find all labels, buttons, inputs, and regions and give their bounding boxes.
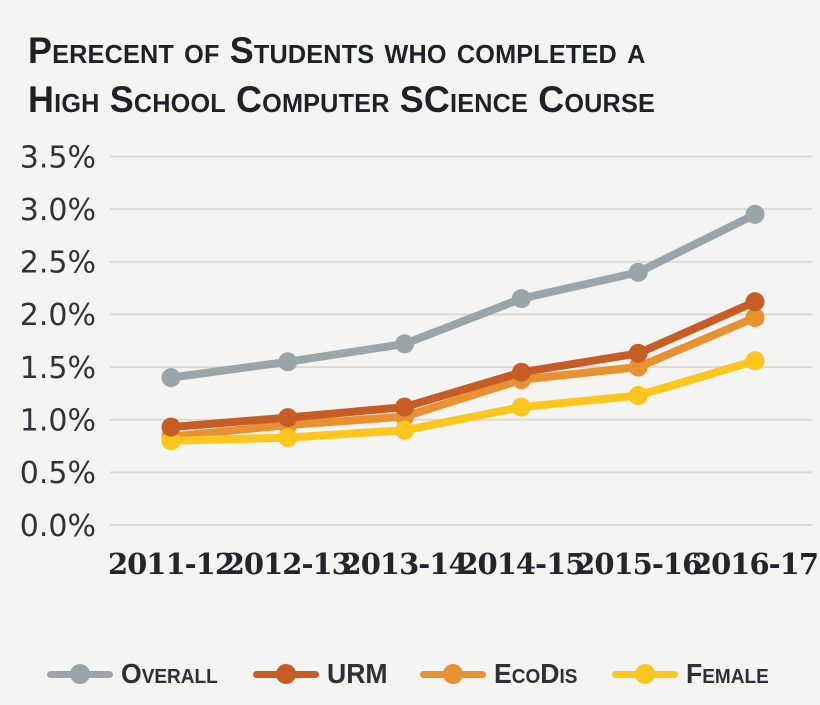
y-axis-tick-label: 0.0% — [20, 509, 96, 544]
legend-marker-icon — [252, 663, 319, 685]
legend-label-female: Female — [686, 658, 769, 689]
x-axis-tick-label: 2016-17 — [692, 547, 818, 581]
legend-label-ecodis: EcoDis — [494, 658, 578, 689]
data-point-urm-2011-12 — [161, 417, 181, 437]
legend-dot-swatch — [69, 664, 90, 684]
x-axis-tick-label: 2015-16 — [575, 547, 701, 581]
line-chart: 0.0%0.5%1.0%1.5%2.0%2.5%3.0%3.5%2011-122… — [20, 140, 819, 581]
data-point-overall-2015-16 — [628, 262, 648, 282]
y-axis-tick-label: 3.0% — [20, 193, 96, 228]
legend-item-urm: URM — [252, 658, 391, 690]
data-point-urm-2015-16 — [628, 343, 648, 363]
data-point-female-2015-16 — [628, 385, 648, 405]
y-axis-tick-label: 0.5% — [20, 456, 96, 491]
chart-title: Perecent of Students who completed a Hig… — [28, 26, 780, 124]
chart-title-line-1: Perecent of Students who completed a — [28, 30, 646, 71]
legend-marker-icon — [46, 663, 113, 685]
series-line-overall — [167, 210, 759, 382]
x-axis-tick-label: 2013-14 — [342, 547, 468, 581]
legend-dot-swatch — [635, 664, 656, 684]
series-line-urm — [167, 297, 759, 432]
legend-dot-swatch — [443, 664, 464, 684]
data-point-ecodis-2015-16 — [628, 357, 648, 377]
y-axis-tick-label: 3.5% — [20, 140, 96, 175]
data-point-female-2013-14 — [395, 420, 415, 440]
data-point-overall-2012-13 — [278, 352, 298, 372]
data-point-urm-2013-14 — [395, 397, 415, 417]
y-axis-tick-label: 1.0% — [20, 404, 96, 439]
data-point-female-2012-13 — [278, 428, 298, 448]
data-point-urm-2012-13 — [278, 408, 298, 428]
chart-title-line-2: High School Computer SCience Course — [28, 79, 655, 121]
legend-marker-icon — [612, 663, 679, 685]
y-axis-tick-label: 1.5% — [20, 351, 96, 386]
data-point-overall-2011-12 — [161, 368, 181, 388]
x-axis-tick-label: 2014-15 — [458, 547, 584, 581]
data-point-urm-2016-17 — [745, 292, 765, 312]
y-axis-tick-label: 2.5% — [20, 246, 96, 281]
series-line-ecodis — [167, 313, 759, 441]
y-axis-tick-label: 2.0% — [20, 298, 96, 333]
legend-dot-swatch — [275, 664, 296, 684]
legend-item-female: Female — [612, 658, 773, 690]
x-axis-tick-label: 2012-13 — [225, 547, 351, 581]
data-point-overall-2016-17 — [745, 204, 765, 224]
x-axis-tick-label: 2011-12 — [108, 547, 234, 581]
series-line-female — [167, 356, 759, 445]
data-point-female-2011-12 — [161, 431, 181, 451]
data-point-overall-2013-14 — [395, 334, 415, 354]
data-point-ecodis-2016-17 — [745, 308, 765, 328]
legend-label-urm: URM — [326, 658, 388, 689]
legend-item-ecodis: EcoDis — [420, 658, 582, 690]
data-point-female-2014-15 — [511, 397, 531, 417]
legend-item-overall: Overall — [46, 658, 223, 690]
data-point-overall-2014-15 — [511, 289, 531, 309]
legend-label-overall: Overall — [120, 658, 218, 689]
data-point-female-2016-17 — [745, 351, 765, 371]
chart-legend: Overall URM EcoDis Female — [0, 648, 820, 700]
legend-marker-icon — [420, 663, 487, 685]
data-point-urm-2014-15 — [511, 362, 531, 382]
